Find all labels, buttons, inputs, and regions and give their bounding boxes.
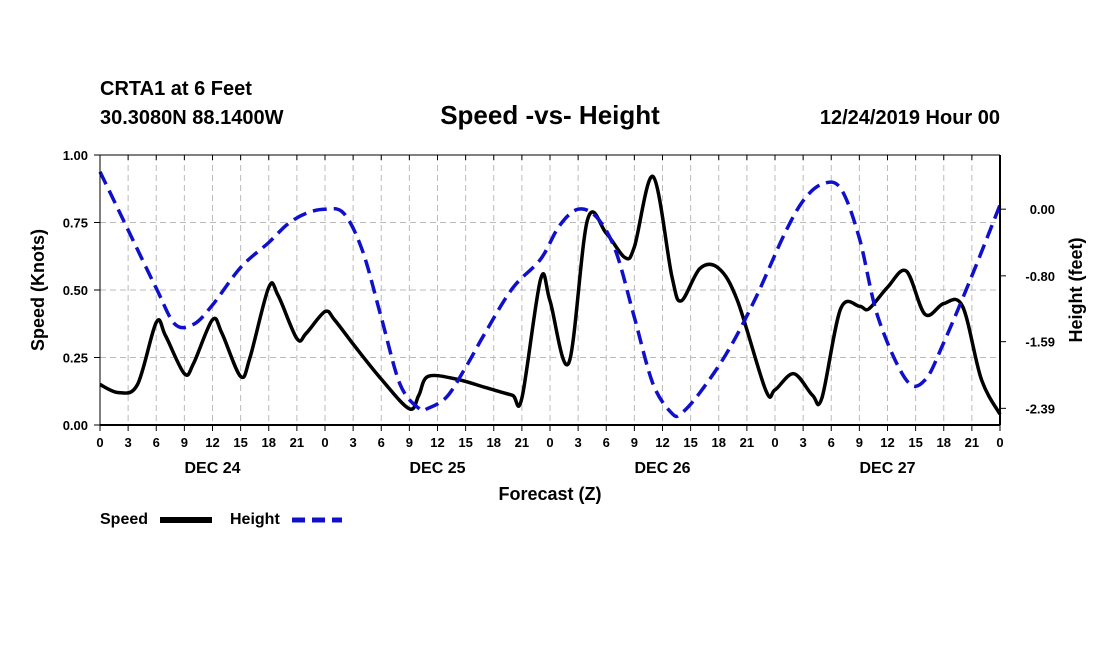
x-tick-label: 12: [655, 435, 669, 450]
x-tick-label: 0: [996, 435, 1003, 450]
x-tick-label: 15: [233, 435, 247, 450]
series-line-speed: [99, 174, 1002, 416]
x-tick-label: 0: [546, 435, 553, 450]
grid: [100, 155, 1000, 425]
x-tick-label: 15: [683, 435, 697, 450]
x-day-label: DEC 27: [859, 460, 915, 477]
y-left-tick-label: 0.25: [63, 351, 88, 366]
x-day-label: DEC 25: [409, 460, 465, 477]
x-tick-label: 3: [125, 435, 132, 450]
chart-title: Speed -vs- Height: [440, 100, 660, 130]
x-day-label: DEC 24: [184, 460, 240, 477]
y-right-tick-label: -2.39: [1025, 401, 1055, 416]
y-left-tick-label: 0.75: [63, 216, 88, 231]
x-tick-label: 12: [880, 435, 894, 450]
x-tick-label: 6: [378, 435, 385, 450]
x-tick-label: 18: [937, 435, 951, 450]
x-tick-label: 6: [603, 435, 610, 450]
x-tick-label: 21: [965, 435, 979, 450]
y-right-tick-label: 0.00: [1030, 202, 1055, 217]
axes: [94, 154, 1006, 431]
y-left-axis-title: Speed (Knots): [28, 229, 48, 351]
x-tick-label: 0: [321, 435, 328, 450]
x-tick-label: 6: [828, 435, 835, 450]
x-tick-label: 3: [800, 435, 807, 450]
tick-labels: 0 3 6 9 12 15 18 21 0 3 6 9 12 15 18 21 0 3 6 9 12 15 18 21 0 3 6 9…: [63, 148, 1055, 477]
x-tick-label: 6: [153, 435, 160, 450]
x-tick-label: 0: [771, 435, 778, 450]
x-day-label: DEC 26: [634, 460, 690, 477]
x-tick-label: 9: [406, 435, 413, 450]
series-layer: [98, 170, 1002, 419]
x-tick-label: 9: [181, 435, 188, 450]
x-tick-label: 21: [740, 435, 754, 450]
x-tick-label: 0: [96, 435, 103, 450]
y-left-tick-label: 1.00: [63, 148, 88, 163]
x-tick-label: 12: [205, 435, 219, 450]
x-tick-label: 3: [575, 435, 582, 450]
x-tick-label: 21: [290, 435, 304, 450]
legend-height-label: Height: [230, 511, 280, 528]
x-tick-label: 12: [430, 435, 444, 450]
x-tick-label: 15: [458, 435, 472, 450]
y-right-tick-label: -1.59: [1025, 335, 1055, 350]
coords-label: 30.3080N 88.1400W: [100, 107, 284, 129]
series-line-height: [98, 170, 1002, 419]
x-tick-label: 15: [908, 435, 922, 450]
y-left-tick-label: 0.50: [63, 283, 88, 298]
x-axis-title: Forecast (Z): [498, 484, 601, 504]
x-tick-label: 9: [856, 435, 863, 450]
legend-speed-label: Speed: [100, 511, 148, 528]
station-label: CRTA1 at 6 Feet: [100, 78, 252, 100]
x-tick-label: 18: [487, 435, 501, 450]
x-tick-label: 18: [712, 435, 726, 450]
y-left-tick-label: 0.00: [63, 418, 88, 433]
forecast-date: 12/24/2019 Hour 00: [820, 107, 1000, 129]
legend: Speed Height: [100, 511, 342, 528]
x-tick-label: 21: [515, 435, 529, 450]
x-tick-label: 18: [262, 435, 276, 450]
x-tick-label: 9: [631, 435, 638, 450]
y-right-tick-label: -0.80: [1025, 269, 1055, 284]
y-right-axis-title: Height (feet): [1066, 238, 1086, 343]
x-tick-label: 3: [350, 435, 357, 450]
